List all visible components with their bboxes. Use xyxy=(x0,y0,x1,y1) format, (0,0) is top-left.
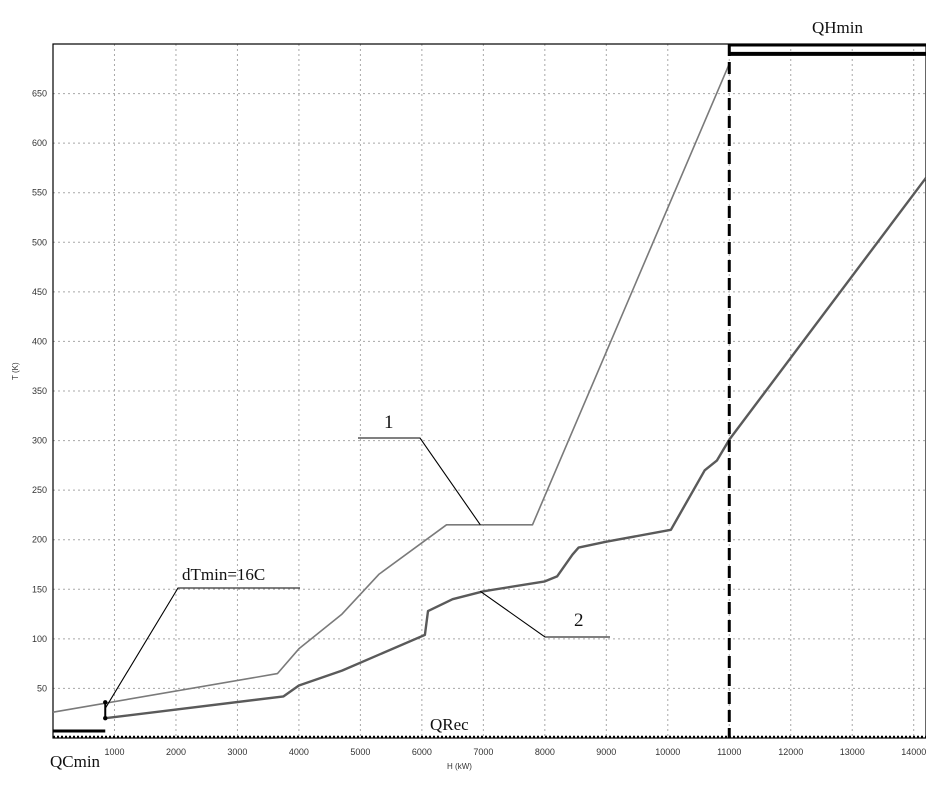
y-tick-label: 100 xyxy=(32,634,47,644)
x-tick-label: 11000 xyxy=(717,747,741,757)
x-tick-label: 14000 xyxy=(901,747,926,757)
extras-layer xyxy=(53,43,926,739)
y-tick-label: 350 xyxy=(32,386,47,396)
leader-line-1 xyxy=(358,437,481,526)
x-tick-label: 10000 xyxy=(655,747,680,757)
x-tick-label: 12000 xyxy=(778,747,803,757)
y-tick-labels: 50 100 150 200 250 300 350 400 450 500 550 600 650 xyxy=(32,89,47,694)
series-line-1 xyxy=(52,63,731,713)
x-tick-label: 9000 xyxy=(596,747,616,757)
y-axis-label: T (K) xyxy=(11,362,20,380)
annotation-qhmin: QHmin xyxy=(812,18,864,37)
x-tick-label: 1000 xyxy=(104,747,124,757)
x-axis-label: H (kW) xyxy=(447,762,472,771)
x-tick-labels: 1000 2000 3000 4000 5000 6000 7000 8000 9000 1000… xyxy=(104,747,926,757)
x-tick-label: 7000 xyxy=(473,747,493,757)
y-tick-label: 650 xyxy=(32,89,47,99)
dtmin-marker-end xyxy=(103,700,108,705)
y-tick-label: 550 xyxy=(32,188,47,198)
y-tick-label: 450 xyxy=(32,287,47,297)
grid-layer xyxy=(53,44,926,738)
y-tick-label: 50 xyxy=(37,683,47,693)
series-line-2 xyxy=(105,177,926,720)
y-tick-label: 250 xyxy=(32,485,47,495)
x-tick-label: 2000 xyxy=(166,747,186,757)
x-tick-label: 13000 xyxy=(840,747,865,757)
x-tick-label: 6000 xyxy=(412,747,432,757)
dtmin-marker-end xyxy=(103,715,108,721)
y-tick-label: 300 xyxy=(32,436,47,446)
x-tick-label: 3000 xyxy=(227,747,247,757)
leader-line-2 xyxy=(479,590,610,638)
y-tick-label: 500 xyxy=(32,237,47,247)
x-tick-label: 5000 xyxy=(350,747,370,757)
y-tick-label: 150 xyxy=(32,584,47,594)
y-tick-label: 600 xyxy=(32,138,47,148)
annotation-curve-2: 2 xyxy=(574,610,584,631)
x-tick-label: 8000 xyxy=(535,747,555,757)
x-tick-label: 4000 xyxy=(289,747,309,757)
annotation-qrec: QRec xyxy=(430,715,469,734)
annotation-dtmin: dTmin=16C xyxy=(182,565,265,584)
annotation-qcmin: QCmin xyxy=(50,752,101,771)
leader-line-dtmin xyxy=(104,587,300,709)
y-tick-label: 200 xyxy=(32,535,47,545)
y-tick-label: 400 xyxy=(32,336,47,346)
annotation-curve-1: 1 xyxy=(384,412,394,433)
series-layer xyxy=(52,63,926,720)
